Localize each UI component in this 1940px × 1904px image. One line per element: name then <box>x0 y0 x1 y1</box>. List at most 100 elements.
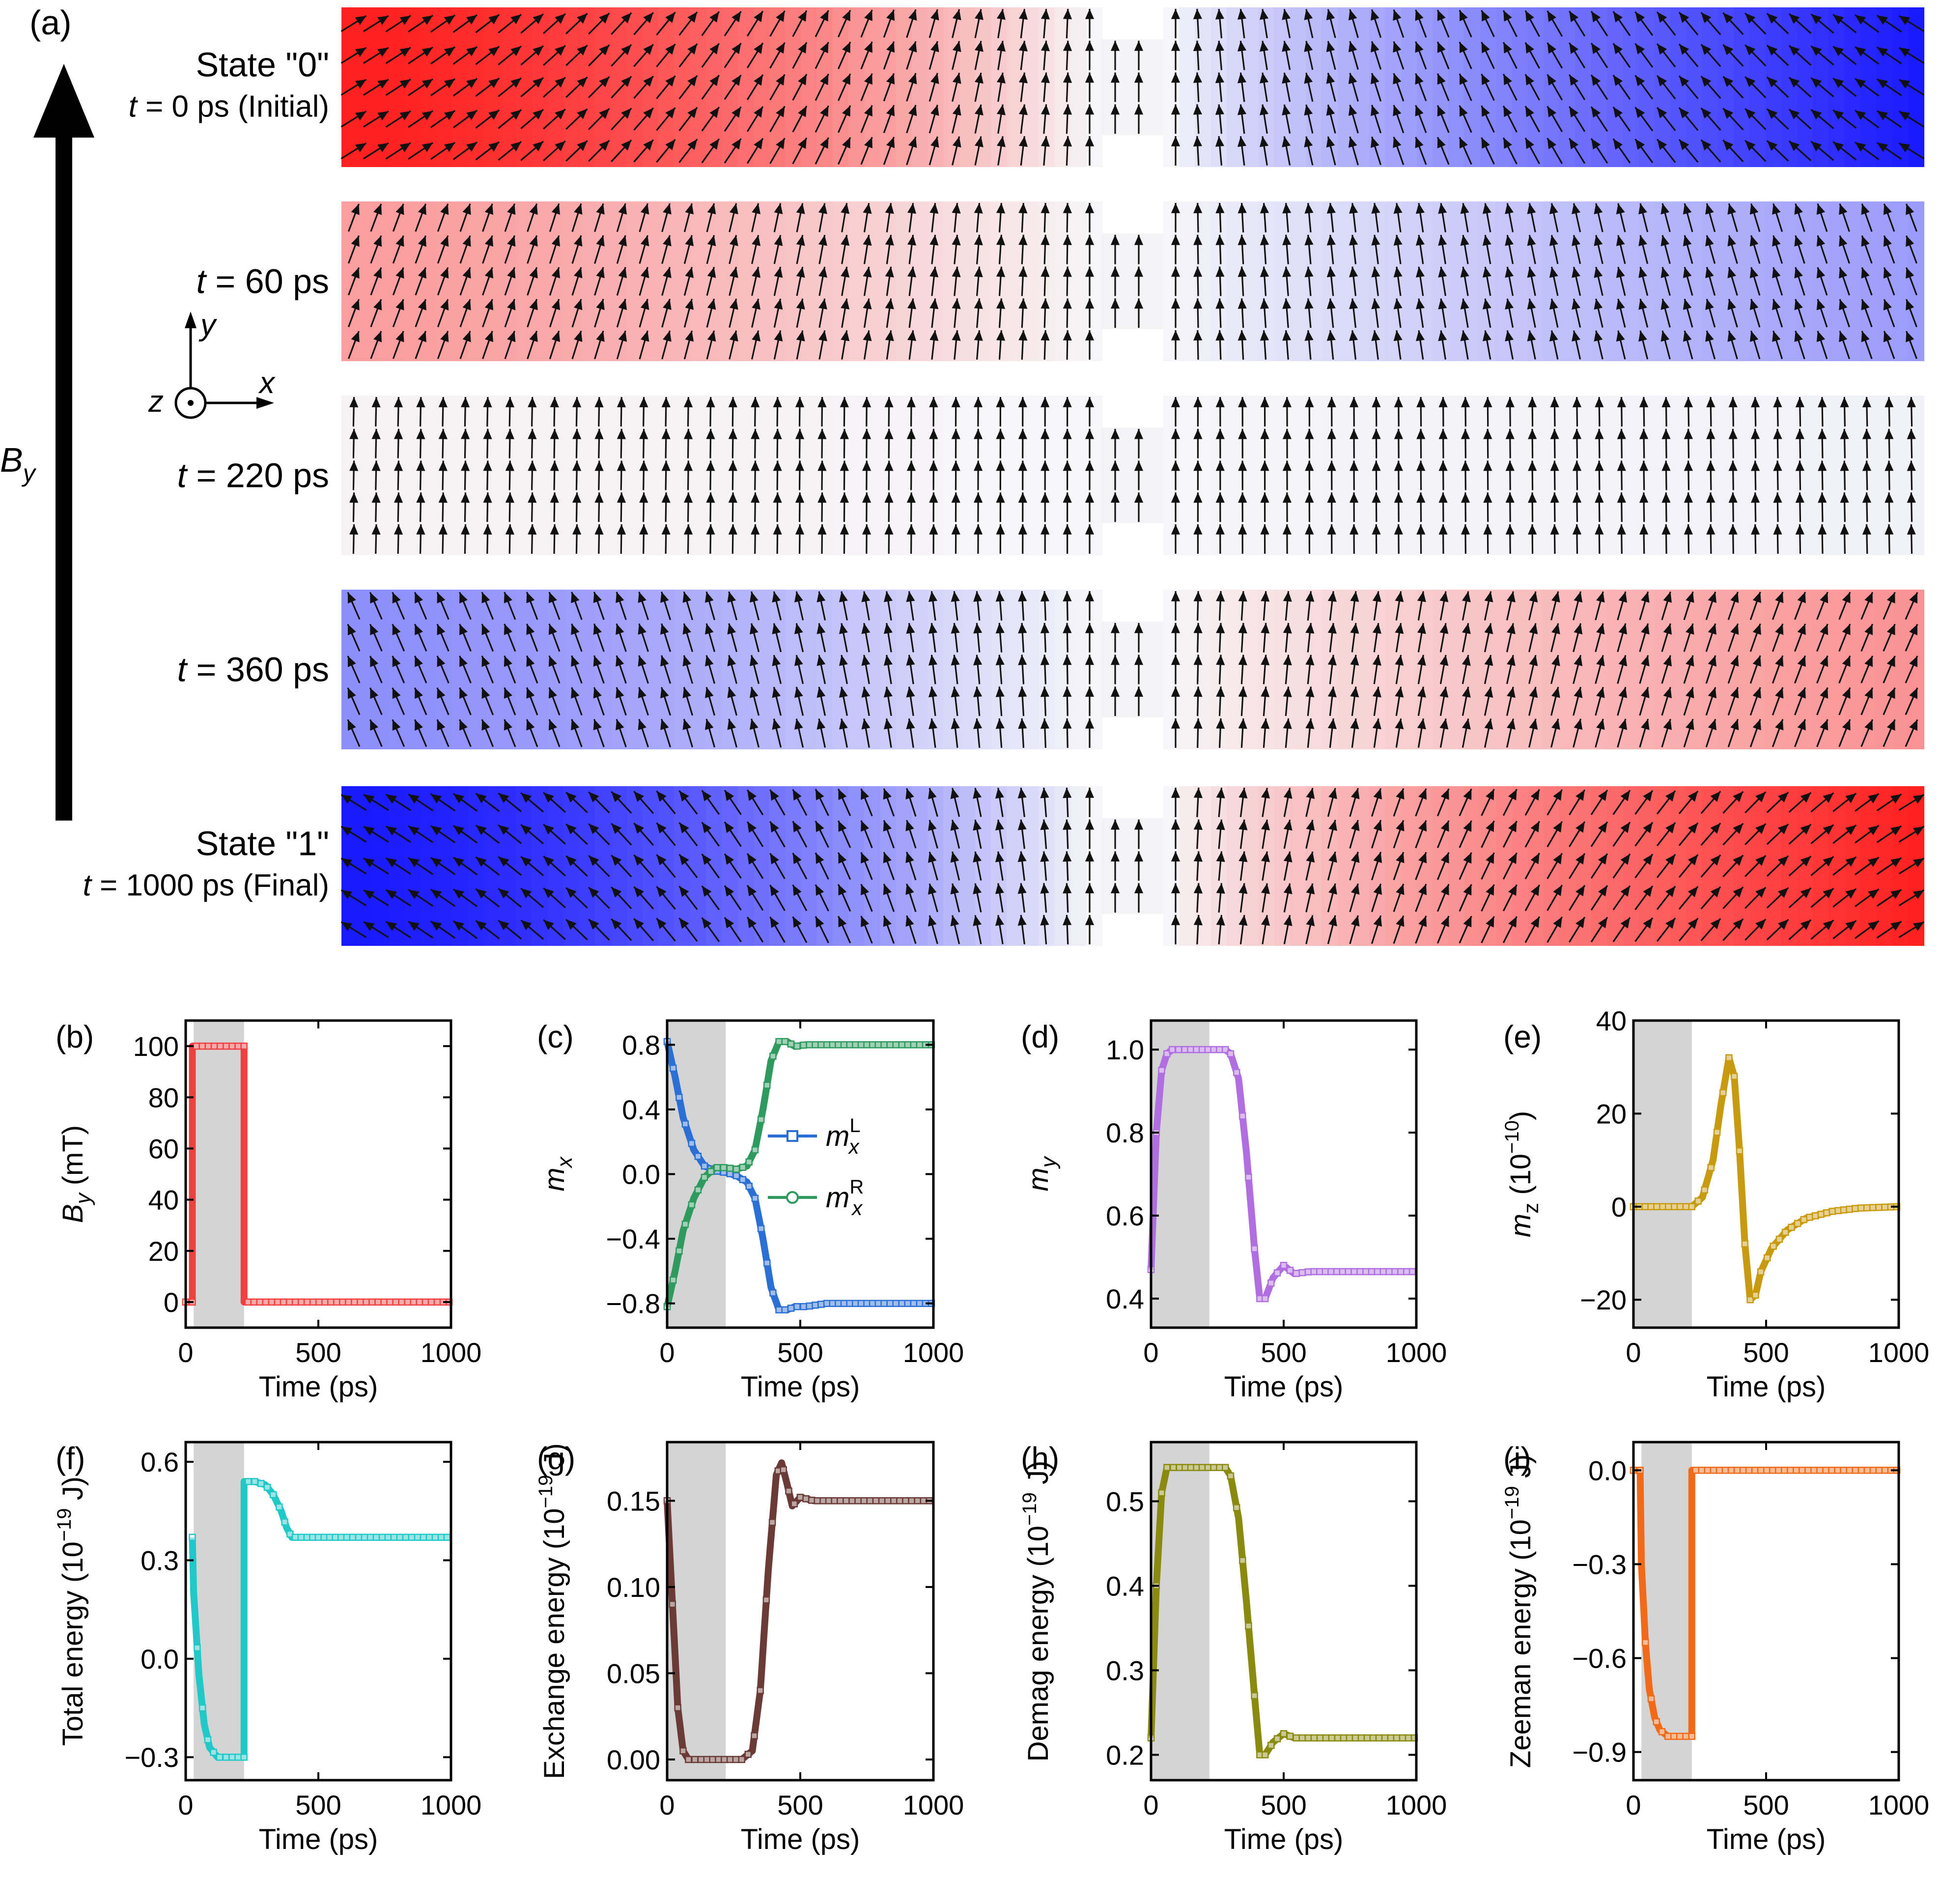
spin-arrow-head <box>839 623 848 634</box>
spin-arrow-head <box>1460 235 1469 246</box>
spin-arrow-head <box>660 719 669 730</box>
spin-arrow-head <box>1063 718 1072 729</box>
spin-arrow-head <box>430 921 442 931</box>
spin-arrow-head <box>1481 74 1490 85</box>
spin-arrow-head <box>665 12 675 23</box>
spin-arrow-head <box>1193 136 1202 147</box>
spin-arrow-head <box>1040 623 1049 633</box>
spin-arrow-head <box>995 623 1005 634</box>
spin-arrow-head <box>996 136 1006 147</box>
data-marker <box>297 1534 305 1541</box>
data-marker <box>1233 1504 1240 1511</box>
spin-arrow-head <box>1373 852 1382 863</box>
spin-arrow-head <box>774 330 783 341</box>
spin-arrow-head <box>1572 267 1580 278</box>
spin-arrow-head <box>776 138 785 149</box>
spin-arrow-head <box>682 687 691 698</box>
spin-arrow-head <box>459 687 468 699</box>
spin-arrow-head <box>1503 10 1512 22</box>
magnetization-strips <box>340 7 1925 946</box>
spin-arrow-head <box>596 203 605 215</box>
spin-arrow-head <box>842 137 850 149</box>
data-marker <box>1736 1147 1743 1155</box>
state-time: t = 220 ps <box>177 456 329 495</box>
data-marker <box>361 1534 368 1541</box>
data-marker <box>1840 1206 1848 1214</box>
spin-arrow-head <box>1569 74 1578 86</box>
spin-arrow-head <box>1193 104 1202 115</box>
data-marker <box>257 1479 265 1487</box>
spin-arrow-head <box>792 916 802 928</box>
spin-arrow-head <box>444 15 455 25</box>
strip-cell <box>1527 7 1545 167</box>
spin-arrow-head <box>773 492 782 503</box>
spin-arrow-head <box>1437 105 1446 117</box>
spin-arrow-head <box>498 856 509 867</box>
data-marker <box>1751 1467 1759 1474</box>
spin-arrow-head <box>996 330 1006 341</box>
spin-arrow-head <box>1660 299 1670 310</box>
data-marker <box>800 1303 807 1310</box>
spin-arrow-head <box>1706 492 1715 503</box>
spin-arrow-head <box>1372 654 1381 666</box>
spin-arrow-head <box>816 718 826 730</box>
spin-arrow-head <box>481 719 490 731</box>
spin-arrow-head <box>1283 686 1292 697</box>
spin-arrow-head <box>521 824 532 835</box>
spin-arrow-head <box>438 460 448 471</box>
spin-arrow-head <box>1350 397 1359 407</box>
spin-arrow-head <box>706 492 715 503</box>
data-marker <box>1273 1735 1281 1742</box>
data-marker <box>1356 1268 1364 1276</box>
spin-arrow-head <box>1461 397 1470 407</box>
spin-arrow-head <box>529 299 538 311</box>
spin-arrow-head <box>1613 43 1623 55</box>
spin-arrow-head <box>818 330 827 341</box>
spin-arrow-head <box>1575 853 1585 865</box>
spin-arrow-head <box>1304 298 1314 309</box>
spin-arrow-head <box>533 109 544 120</box>
spin-arrow-head <box>1525 106 1534 117</box>
spin-arrow-head <box>951 428 960 439</box>
spin-arrow-head <box>1727 267 1736 279</box>
spin-arrow-head <box>1395 718 1404 730</box>
spin-arrow-head <box>634 886 644 898</box>
data-marker <box>769 1052 777 1060</box>
spin-arrow-head <box>1171 330 1181 341</box>
spin-arrow-head <box>596 235 605 247</box>
spin-arrow-head <box>1505 492 1515 503</box>
spin-arrow-head <box>1306 788 1315 799</box>
spin-arrow-head <box>1040 266 1050 277</box>
data-marker <box>817 1041 825 1049</box>
spin-arrow-head <box>422 111 433 120</box>
spin-arrow-head <box>611 792 622 802</box>
data-marker <box>1216 1464 1223 1471</box>
spin-arrow-head <box>1350 654 1359 666</box>
spin-arrow-head <box>656 823 667 834</box>
data-marker <box>250 1298 258 1306</box>
spin-arrow-head <box>1305 492 1314 503</box>
spin-arrow-head <box>483 428 492 439</box>
spin-arrow-head <box>1745 108 1756 119</box>
spin-arrow-head <box>373 299 382 311</box>
spin-arrow-head <box>1193 718 1203 729</box>
spin-arrow-head <box>483 492 492 503</box>
spin-arrow-head <box>1683 299 1692 310</box>
spin-arrow-head <box>571 719 580 731</box>
spin-arrow-head <box>1591 75 1601 86</box>
data-marker <box>1374 1268 1381 1276</box>
spin-arrow-head <box>1238 819 1248 830</box>
data-marker <box>694 1186 702 1194</box>
spin-arrow-head <box>617 492 626 503</box>
data-marker <box>892 1300 900 1307</box>
spin-arrow-head <box>395 299 404 311</box>
spin-arrow-head <box>747 885 757 897</box>
data-marker <box>869 1300 876 1307</box>
data-marker <box>303 1298 311 1306</box>
spin-arrow-head <box>950 788 959 799</box>
spin-arrow-head <box>1306 852 1315 863</box>
spin-arrow-head <box>577 109 588 119</box>
x-tick-label: 0 <box>1626 1790 1641 1820</box>
spin-arrow-head <box>634 823 644 834</box>
strip-cell <box>500 7 516 167</box>
